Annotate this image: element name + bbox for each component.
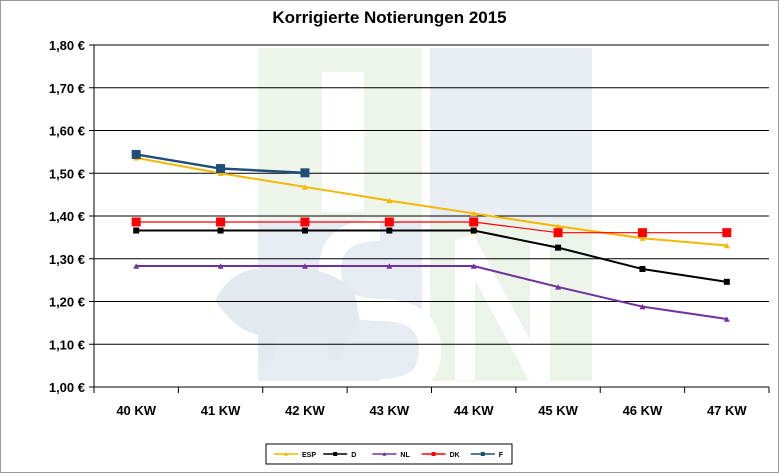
data-point-nl-4 bbox=[470, 263, 477, 269]
series-d bbox=[133, 227, 730, 285]
legend-swatch-marker bbox=[480, 452, 485, 456]
data-point-dk-5 bbox=[553, 228, 563, 238]
data-point-dk-7 bbox=[722, 228, 732, 238]
x-tick-label-6: 46 KW bbox=[623, 403, 663, 418]
chart-legend: ESP D NL DK F bbox=[265, 443, 513, 465]
legend-item-f: F bbox=[470, 452, 504, 459]
legend-label: NL bbox=[400, 452, 410, 459]
x-tick-label-5: 45 KW bbox=[538, 403, 578, 418]
y-tick-label-2: 1,20 € bbox=[49, 295, 85, 310]
data-point-esp-5 bbox=[555, 223, 562, 229]
legend-label: ESP bbox=[302, 452, 316, 459]
data-point-d-0 bbox=[133, 227, 140, 234]
y-tick-label-5: 1,50 € bbox=[49, 166, 85, 181]
data-point-dk-4 bbox=[469, 217, 479, 227]
series-f bbox=[131, 149, 310, 178]
series-nl bbox=[133, 263, 730, 322]
chart-series bbox=[131, 149, 732, 322]
data-point-esp-1 bbox=[217, 170, 224, 176]
legend-item-dk: DK bbox=[421, 452, 460, 459]
y-tick-label-6: 1,60 € bbox=[49, 124, 85, 139]
y-tick-label-7: 1,70 € bbox=[49, 81, 85, 96]
y-tick-label-1: 1,10 € bbox=[49, 337, 85, 352]
data-point-esp-4 bbox=[470, 210, 477, 217]
data-point-dk-6 bbox=[637, 228, 647, 238]
y-tick-label-3: 1,30 € bbox=[49, 252, 85, 267]
legend-item-esp: ESP bbox=[274, 452, 316, 459]
legend-item-nl: NL bbox=[372, 452, 410, 459]
legend-swatch-marker bbox=[382, 452, 387, 456]
data-point-d-2 bbox=[301, 227, 308, 234]
data-point-esp-6 bbox=[639, 235, 646, 241]
data-point-f-1 bbox=[216, 164, 226, 174]
data-point-nl-0 bbox=[133, 263, 140, 269]
legend-item-d: D bbox=[323, 452, 356, 459]
legend-label: D bbox=[351, 452, 356, 459]
legend-swatch-marker bbox=[431, 452, 436, 456]
data-point-d-7 bbox=[723, 278, 730, 285]
x-tick-label-2: 42 KW bbox=[285, 403, 325, 418]
data-point-dk-1 bbox=[216, 217, 226, 227]
x-tick-label-0: 40 KW bbox=[116, 403, 156, 418]
data-point-d-3 bbox=[386, 227, 393, 234]
y-axis-ticks: 1,00 € 1,10 € 1,20 € 1,30 € 1,40 € 1,50 € 1,60… bbox=[49, 38, 94, 395]
series-esp bbox=[133, 155, 730, 249]
data-point-d-4 bbox=[470, 227, 477, 234]
data-point-dk-3 bbox=[384, 217, 394, 227]
legend-label: F bbox=[499, 452, 504, 459]
data-point-d-6 bbox=[639, 266, 646, 273]
y-tick-label-4: 1,40 € bbox=[49, 209, 85, 224]
x-axis-ticks: 40 KW 41 KW 42 KW 43 KW 44 KW 45 KW 46 KW 47 KW bbox=[93, 387, 770, 418]
chart-title: Korrigierte Notierungen 2015 bbox=[272, 8, 507, 27]
data-point-dk-2 bbox=[300, 217, 310, 227]
data-point-esp-7 bbox=[723, 242, 730, 249]
data-point-nl-5 bbox=[555, 284, 562, 290]
data-point-nl-6 bbox=[639, 303, 646, 310]
data-point-f-0 bbox=[131, 149, 141, 159]
series-line-dk bbox=[136, 221, 727, 234]
data-point-nl-7 bbox=[723, 316, 730, 322]
data-point-f-2 bbox=[300, 168, 310, 178]
isn-watermark-logo bbox=[215, 48, 592, 401]
data-point-dk-0 bbox=[131, 217, 141, 227]
data-point-esp-2 bbox=[301, 184, 308, 190]
series-line-esp bbox=[136, 156, 727, 247]
series-line-nl bbox=[136, 265, 727, 321]
chart-gridlines bbox=[94, 44, 769, 345]
data-point-nl-2 bbox=[301, 263, 308, 269]
y-tick-label-0: 1,00 € bbox=[49, 380, 85, 395]
series-line-d bbox=[136, 229, 727, 283]
data-point-d-5 bbox=[555, 244, 562, 251]
x-tick-label-7: 47 KW bbox=[707, 403, 747, 418]
x-tick-label-3: 43 KW bbox=[369, 403, 409, 418]
x-tick-label-4: 44 KW bbox=[454, 403, 494, 418]
y-tick-label-8: 1,80 € bbox=[49, 38, 85, 53]
data-point-d-1 bbox=[217, 227, 224, 234]
x-tick-label-1: 41 KW bbox=[201, 403, 241, 418]
data-point-nl-1 bbox=[217, 263, 224, 269]
data-point-nl-3 bbox=[386, 263, 393, 269]
legend-swatch-marker bbox=[284, 452, 288, 456]
series-dk bbox=[131, 217, 732, 238]
legend-label: DK bbox=[450, 452, 460, 459]
legend-swatch-marker bbox=[333, 452, 338, 456]
data-point-esp-3 bbox=[386, 197, 393, 204]
